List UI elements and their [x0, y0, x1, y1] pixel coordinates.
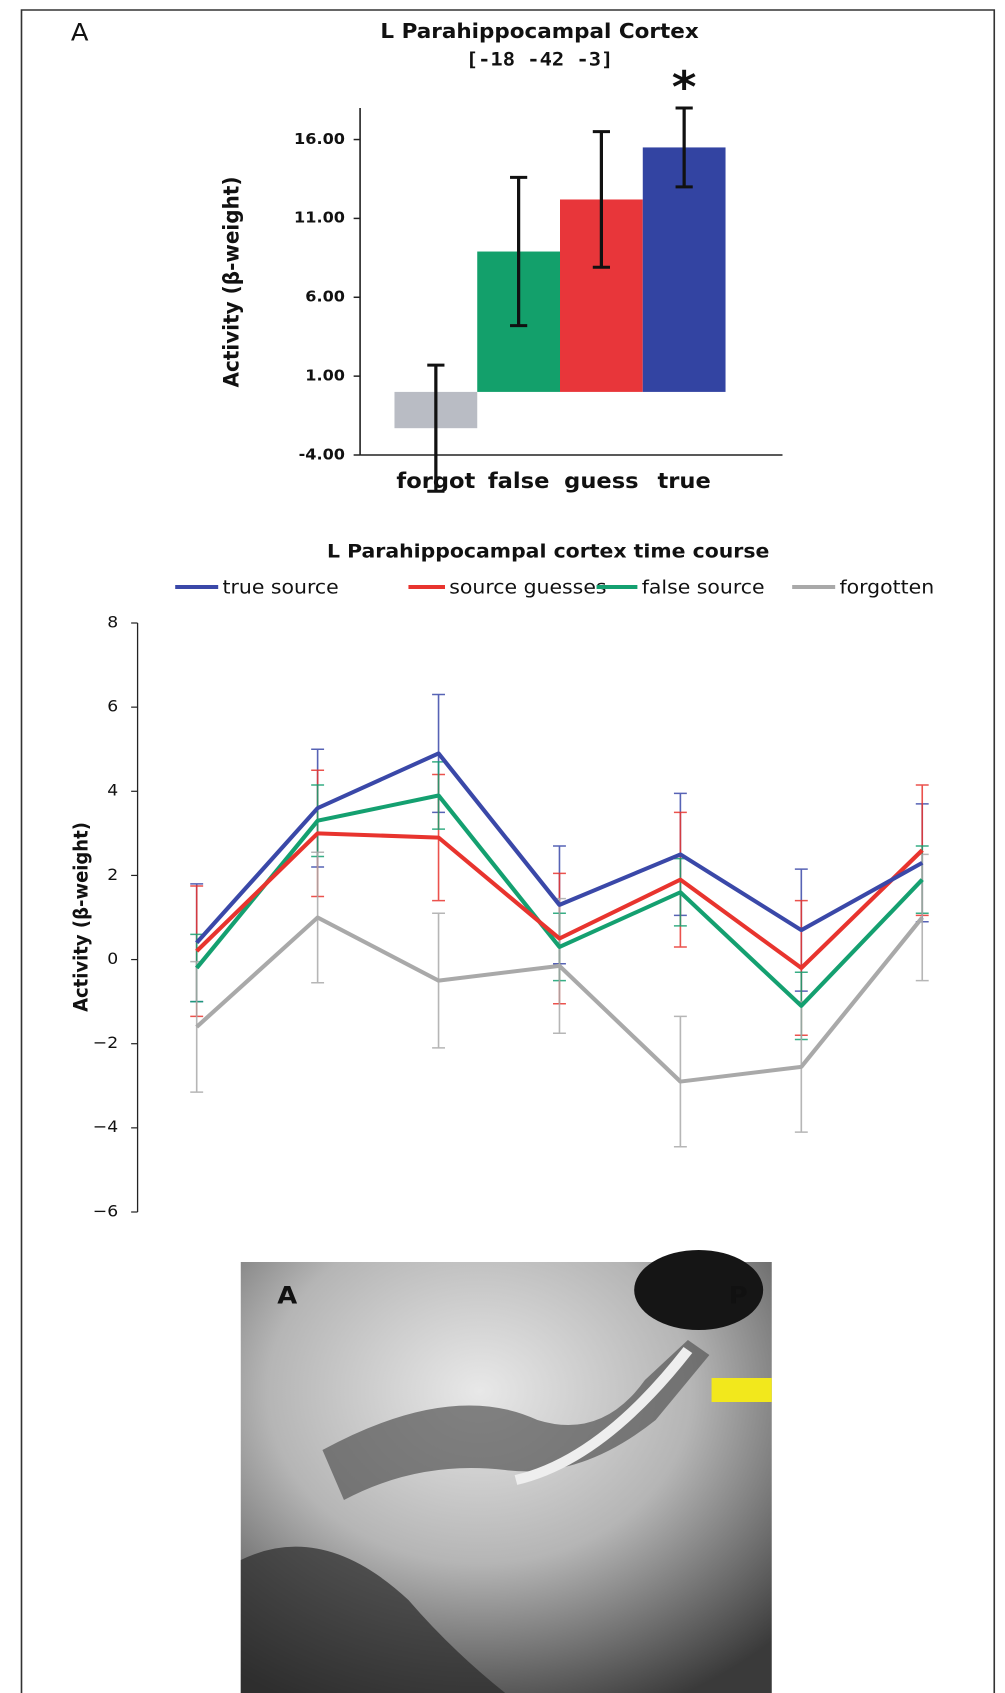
y-tick-label: −4 [93, 1118, 118, 1136]
y-axis-label: Activity (β-weight) [219, 177, 244, 388]
x-tick-label: guess [564, 469, 638, 493]
legend-label: forgotten [839, 576, 934, 598]
error-bar [592, 130, 610, 269]
error-bar [427, 363, 445, 493]
error-bar [510, 175, 528, 328]
image-label: A [277, 1282, 298, 1310]
error-bar [675, 106, 693, 189]
y-axis-label: Activity (β-weight) [71, 822, 93, 1012]
frame [20, 9, 996, 1693]
y-tick-label: 0 [107, 949, 118, 967]
y-tick-label: 1.00 [305, 367, 345, 384]
y-tick-label: 2 [107, 865, 118, 883]
mri-image: A P [240, 1250, 772, 1693]
series-line [194, 793, 924, 1008]
y-tick-label: 6.00 [305, 288, 345, 305]
legend-label: true source [222, 576, 338, 598]
series-line [195, 751, 924, 945]
chart-title: L Parahippocampal cortex time course [327, 540, 769, 562]
series-line [195, 831, 924, 970]
y-tick-label: 16.00 [294, 130, 345, 147]
legend-label: source guesses [449, 576, 606, 598]
y-tick-label: −6 [93, 1202, 118, 1220]
image-label: P [729, 1282, 748, 1310]
legend-label: false source [642, 576, 765, 598]
annotation: * [672, 62, 697, 113]
x-tick-label: false [488, 469, 550, 493]
chart-subtitle: [-18 -42 -3] [466, 48, 614, 70]
y-tick-label: 8 [107, 613, 118, 631]
y-tick-label: 6 [107, 697, 118, 715]
y-tick-label: −2 [93, 1034, 118, 1052]
panel-label: A [71, 19, 89, 47]
y-tick-label: 11.00 [294, 209, 345, 226]
chart-title: L Parahippocampal Cortex [380, 19, 699, 42]
x-tick-label: true [657, 469, 710, 493]
y-tick-label: 4 [107, 781, 118, 799]
series-line [195, 915, 924, 1084]
x-tick-label: forgot [396, 469, 475, 493]
y-tick-label: -4.00 [299, 446, 346, 463]
